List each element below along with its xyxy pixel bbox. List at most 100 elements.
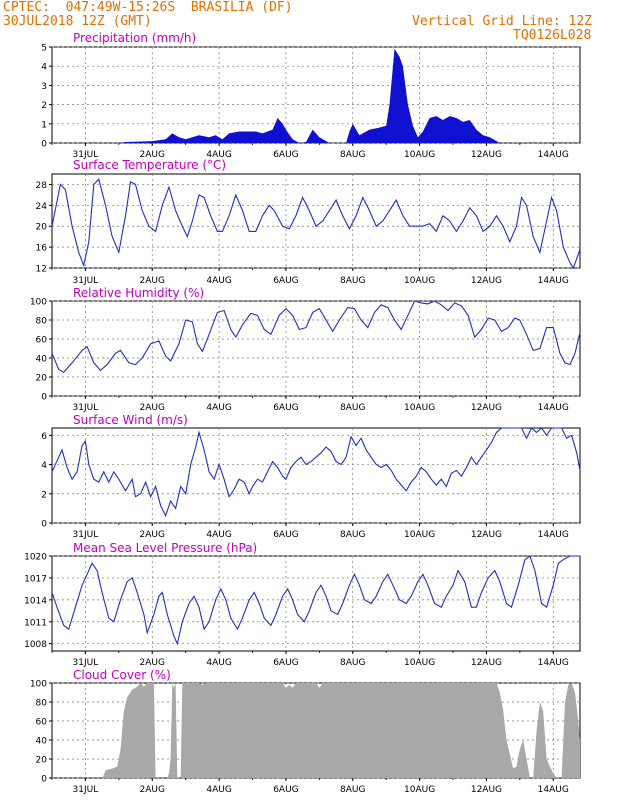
relative-humidity-ytick-label: 80 xyxy=(36,317,48,327)
header-station: CPTEC: 047:49W-15:26S BRASILIA (DF) xyxy=(3,0,293,15)
cloud-cover-xtick-label: 8AUG xyxy=(340,785,365,795)
relative-humidity-xtick-label: 10AUG xyxy=(404,403,435,413)
surface-temperature-line xyxy=(51,178,581,270)
sea-level-pressure-xtick-label: 8AUG xyxy=(340,658,365,668)
cloud-cover-ytick-label: 20 xyxy=(36,756,48,766)
surface-temperature-xtick-label: 6AUG xyxy=(273,276,298,286)
cloud-cover-xtick-label: 4AUG xyxy=(206,785,231,795)
surface-wind-xtick-label: 12AUG xyxy=(471,530,502,540)
sea-level-pressure-xtick-label: 2AUG xyxy=(140,658,165,668)
surface-wind-line xyxy=(51,427,581,518)
cloud-cover-xtick-label: 2AUG xyxy=(140,785,165,795)
surface-temperature-ytick-label: 16 xyxy=(36,244,48,254)
precipitation-xtick-label: 4AUG xyxy=(206,150,231,160)
surface-temperature-ytick-label: 12 xyxy=(36,265,47,275)
surface-temperature-xtick-label: 12AUG xyxy=(471,276,502,286)
cloud-cover-area xyxy=(52,683,580,778)
precipitation-xtick-label: 6AUG xyxy=(273,150,298,160)
surface-wind-xtick-label: 4AUG xyxy=(206,530,231,540)
surface-temperature-title: Surface Temperature (°C) xyxy=(73,158,226,172)
sea-level-pressure-line xyxy=(51,555,580,646)
cloud-cover-xtick-label: 14AUG xyxy=(538,785,569,795)
precipitation-xtick-label: 2AUG xyxy=(140,150,165,160)
relative-humidity-xtick-label: 14AUG xyxy=(538,403,569,413)
surface-wind-xtick-label: 31JUL xyxy=(73,530,99,540)
precipitation-ytick-label: 0 xyxy=(41,140,47,150)
cloud-cover-title: Cloud Cover (%) xyxy=(73,668,171,682)
relative-humidity-ytick-label: 40 xyxy=(36,355,48,365)
sea-level-pressure-ytick-label: 1011 xyxy=(24,618,47,628)
precipitation-ytick-label: 3 xyxy=(41,82,47,92)
precipitation-xtick-label: 10AUG xyxy=(404,150,435,160)
precipitation-ytick-label: 2 xyxy=(41,101,47,111)
sea-level-pressure-ytick-label: 1008 xyxy=(24,640,47,650)
cloud-cover-xtick-label: 10AUG xyxy=(404,785,435,795)
cloud-cover-xtick-label: 12AUG xyxy=(471,785,502,795)
precipitation-xtick-label: 12AUG xyxy=(471,150,502,160)
surface-temperature-ytick-label: 28 xyxy=(36,181,48,191)
relative-humidity-xtick-label: 4AUG xyxy=(206,403,231,413)
sea-level-pressure-frame xyxy=(51,555,581,652)
surface-wind-xtick-label: 14AUG xyxy=(538,530,569,540)
sea-level-pressure-ytick-label: 1020 xyxy=(24,553,47,563)
surface-wind-xtick-label: 10AUG xyxy=(404,530,435,540)
precipitation-area xyxy=(52,48,580,143)
relative-humidity-ytick-label: 20 xyxy=(36,374,48,384)
surface-temperature-xtick-label: 14AUG xyxy=(538,276,569,286)
relative-humidity-ytick-label: 100 xyxy=(30,298,47,308)
relative-humidity-ytick-label: 60 xyxy=(36,336,48,346)
surface-wind-xtick-label: 6AUG xyxy=(273,530,298,540)
cloud-cover-ytick-label: 100 xyxy=(30,680,47,690)
relative-humidity-xtick-label: 31JUL xyxy=(73,403,99,413)
cloud-cover-ytick-label: 40 xyxy=(36,737,48,747)
relative-humidity-xtick-label: 8AUG xyxy=(340,403,365,413)
cloud-cover-xtick-label: 6AUG xyxy=(273,785,298,795)
sea-level-pressure-xtick-label: 12AUG xyxy=(471,658,502,668)
relative-humidity-line xyxy=(51,300,581,374)
precipitation-ytick-label: 4 xyxy=(41,63,47,73)
sea-level-pressure-xtick-label: 10AUG xyxy=(404,658,435,668)
surface-temperature-frame xyxy=(51,173,581,269)
cloud-cover-ytick-label: 60 xyxy=(36,718,48,728)
relative-humidity-xtick-label: 12AUG xyxy=(471,403,502,413)
sea-level-pressure-xtick-label: 14AUG xyxy=(538,658,569,668)
cloud-cover-ytick-label: 0 xyxy=(41,775,47,785)
relative-humidity-title: Relative Humidity (%) xyxy=(73,286,204,300)
precipitation-frame xyxy=(51,46,581,144)
surface-temperature-ytick-label: 24 xyxy=(36,202,48,212)
precipitation-xtick-label: 31JUL xyxy=(73,150,99,160)
header-grid-note: Vertical Grid Line: 12Z xyxy=(412,14,593,29)
surface-wind-ytick-label: 0 xyxy=(41,520,47,530)
sea-level-pressure-xtick-label: 31JUL xyxy=(73,658,99,668)
sea-level-pressure-ytick-label: 1017 xyxy=(24,574,47,584)
precipitation-ytick-label: 5 xyxy=(41,44,47,54)
header-model: TQ0126L028 xyxy=(513,28,592,43)
precipitation-xtick-label: 8AUG xyxy=(340,150,365,160)
surface-temperature-xtick-label: 10AUG xyxy=(404,276,435,286)
surface-temperature-xtick-label: 31JUL xyxy=(73,276,99,286)
surface-temperature-xtick-label: 4AUG xyxy=(206,276,231,286)
surface-wind-ytick-label: 6 xyxy=(41,432,47,442)
precipitation-ytick-label: 1 xyxy=(41,120,47,130)
surface-temperature-ytick-label: 20 xyxy=(36,223,48,233)
surface-wind-frame xyxy=(51,427,581,524)
relative-humidity-xtick-label: 6AUG xyxy=(273,403,298,413)
sea-level-pressure-ytick-label: 1014 xyxy=(24,596,47,606)
surface-temperature-xtick-label: 2AUG xyxy=(140,276,165,286)
surface-wind-xtick-label: 2AUG xyxy=(140,530,165,540)
precipitation-title: Precipitation (mm/h) xyxy=(73,31,196,45)
precipitation-xtick-label: 14AUG xyxy=(538,150,569,160)
header-date: 30JUL2018 12Z (GMT) xyxy=(3,14,152,29)
relative-humidity-xtick-label: 2AUG xyxy=(140,403,165,413)
surface-temperature-xtick-label: 8AUG xyxy=(340,276,365,286)
cloud-cover-ytick-label: 80 xyxy=(36,699,48,709)
sea-level-pressure-title: Mean Sea Level Pressure (hPa) xyxy=(73,541,257,555)
surface-wind-xtick-label: 8AUG xyxy=(340,530,365,540)
sea-level-pressure-xtick-label: 6AUG xyxy=(273,658,298,668)
surface-wind-ytick-label: 2 xyxy=(41,490,47,500)
surface-wind-title: Surface Wind (m/s) xyxy=(73,413,188,427)
relative-humidity-frame xyxy=(51,300,581,397)
surface-wind-ytick-label: 4 xyxy=(41,461,47,471)
relative-humidity-ytick-label: 0 xyxy=(41,393,47,403)
